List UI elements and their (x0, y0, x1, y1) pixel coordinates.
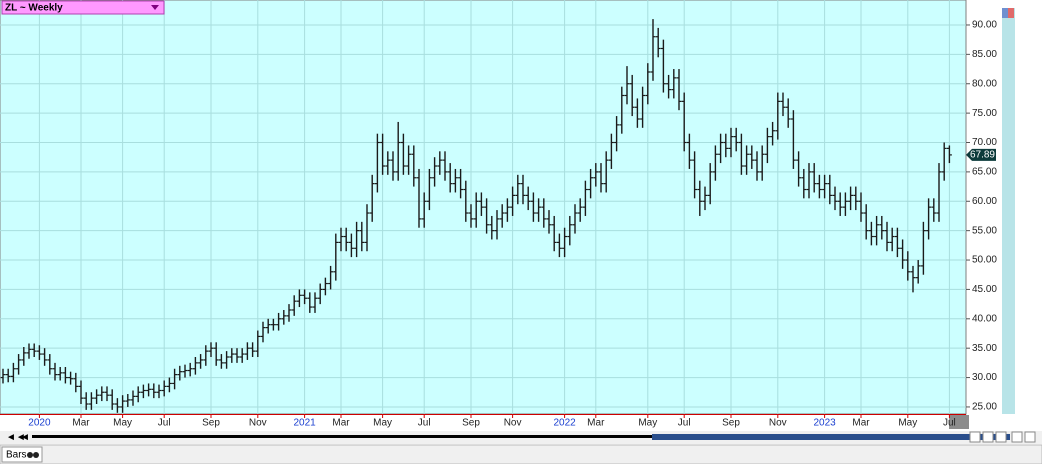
x-tick-label: Nov (769, 418, 787, 429)
x-tick-label: Mar (587, 418, 605, 429)
dropdown-arrow[interactable] (151, 5, 159, 10)
toolbar-button[interactable] (1024, 431, 1036, 443)
last-price-pointer (966, 148, 996, 161)
toolbar-button[interactable] (982, 431, 994, 443)
corner-box (949, 415, 969, 429)
y-tick-label: 60.00 (972, 196, 997, 207)
x-tick-label: Nov (249, 418, 267, 429)
x-tick-label: 2022 (553, 418, 576, 429)
last-price-label: 67.89 (970, 150, 995, 161)
y-tick-label: 90.00 (972, 20, 997, 31)
tab[interactable] (1, 446, 43, 463)
scroll-left-one[interactable]: ◄ (20, 432, 30, 443)
symbol-label: ZL ~ Weekly (5, 3, 63, 14)
tab-icon (33, 452, 39, 458)
footer-label: Bars (6, 450, 27, 461)
x-tick-label: Mar (72, 418, 90, 429)
toolbar-button[interactable] (1011, 431, 1023, 443)
x-tick-label: Mar (852, 418, 870, 429)
symbol-box[interactable] (1, 0, 165, 15)
y-tick-label: 25.00 (972, 402, 997, 413)
toolbar-button[interactable] (969, 431, 981, 443)
x-tick-label: Jul (678, 418, 691, 429)
side-button[interactable] (1002, 8, 1008, 18)
x-tick-label: Sep (462, 418, 480, 429)
status-bar (0, 444, 1042, 464)
scroll-track (32, 435, 652, 438)
y-tick-label: 70.00 (972, 137, 997, 148)
x-tick-label: May (898, 418, 917, 429)
y-tick-label: 35.00 (972, 343, 997, 354)
x-tick-label: Sep (202, 418, 220, 429)
y-tick-label: 40.00 (972, 313, 997, 324)
x-tick-label: Jul (158, 418, 171, 429)
scroll-thumb[interactable] (652, 434, 1010, 440)
y-tick-label: 55.00 (972, 225, 997, 236)
y-tick-label: 50.00 (972, 255, 997, 266)
y-tick-label: 75.00 (972, 108, 997, 119)
tab-icon (27, 452, 33, 458)
y-tick-label: 80.00 (972, 78, 997, 89)
toolbar-buttons (969, 431, 1036, 443)
toolbar-button[interactable] (995, 431, 1007, 443)
y-tick-label: 30.00 (972, 372, 997, 383)
x-tick-label: 2020 (28, 418, 51, 429)
x-tick-label: 2023 (813, 418, 836, 429)
x-tick-label: May (373, 418, 392, 429)
side-strip (1002, 8, 1015, 414)
x-tick-label: Jul (943, 418, 956, 429)
x-tick-label: May (638, 418, 657, 429)
y-tick-label: 45.00 (972, 284, 997, 295)
y-tick-label: 85.00 (972, 49, 997, 60)
scroll-left[interactable]: ◄◄ (6, 432, 26, 443)
x-tick-label: Mar (332, 418, 350, 429)
y-tick-label: 65.00 (972, 167, 997, 178)
x-tick-label: 2021 (293, 418, 316, 429)
x-tick-label: Sep (722, 418, 740, 429)
side-button[interactable] (1008, 8, 1014, 18)
x-tick-label: Jul (418, 418, 431, 429)
x-tick-label: Nov (504, 418, 522, 429)
x-tick-label: May (113, 418, 132, 429)
